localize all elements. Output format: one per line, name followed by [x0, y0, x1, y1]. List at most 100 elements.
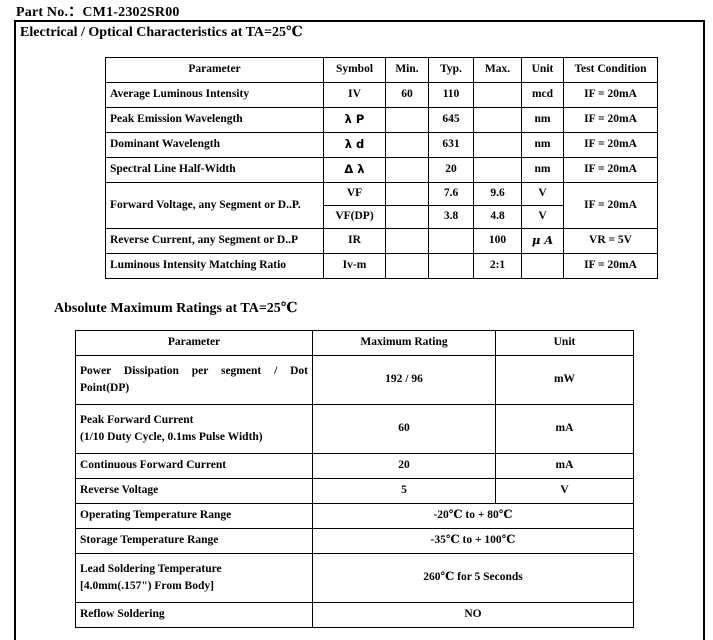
cell-unit: mA: [495, 453, 634, 479]
section-title-absolute-maximum-ratings: Absolute Maximum Ratings at TA=25℃: [54, 301, 298, 316]
cell-parameter: Dominant Wavelength: [105, 132, 324, 158]
cell-unit: μ A: [521, 228, 564, 254]
cell-parameter: Spectral Line Half-Width: [105, 157, 324, 183]
column-header-unit: Unit: [495, 330, 634, 356]
cell-typ: 7.6: [428, 182, 474, 206]
cell-unit: mW: [495, 355, 634, 405]
table-row: Average Luminous Intensity IV 60 110 mcd…: [105, 82, 658, 108]
cell-unit: nm: [521, 157, 564, 183]
table-row: Luminous Intensity Matching Ratio Iv-m 2…: [105, 253, 658, 279]
table-row: Reverse Current, any Segment or D..P IR …: [105, 228, 658, 254]
table-row: Spectral Line Half-Width Δ λ 20 nm IF = …: [105, 157, 658, 183]
column-header-symbol: Symbol: [323, 57, 386, 83]
cell-min: [385, 205, 429, 229]
column-header-max: Max.: [473, 57, 522, 83]
cell-maximum-rating: 192 / 96: [312, 355, 496, 405]
table-row: Power Dissipation per segment / Dot Poin…: [75, 355, 634, 405]
column-header-parameter: Parameter: [75, 330, 313, 356]
cell-parameter-line2: [4.0mm(.157") From Body]: [80, 580, 214, 592]
column-header-maximum-rating: Maximum Rating: [312, 330, 496, 356]
cell-parameter: Forward Voltage, any Segment or D..P.: [105, 182, 324, 229]
cell-symbol: VF(DP): [323, 205, 386, 229]
cell-test-condition: IF = 20mA: [563, 107, 658, 133]
cell-typ: 3.8: [428, 205, 474, 229]
table-row: Reflow Soldering NO: [75, 602, 634, 628]
cell-parameter: Reverse Voltage: [75, 478, 313, 504]
cell-min: [385, 182, 429, 206]
column-header-unit: Unit: [521, 57, 564, 83]
cell-parameter: Operating Temperature Range: [75, 503, 313, 529]
cell-symbol: λ d: [323, 132, 386, 158]
cell-max: 100: [473, 228, 522, 254]
cell-parameter: Peak Forward Current (1/10 Duty Cycle, 0…: [75, 404, 313, 454]
cell-symbol: IV: [323, 82, 386, 108]
cell-typ: [428, 253, 474, 279]
cell-typ: 645: [428, 107, 474, 133]
cell-symbol: Δ λ: [323, 157, 386, 183]
column-header-test-condition: Test Condition: [563, 57, 658, 83]
cell-max: 9.6: [473, 182, 522, 206]
table-row: Continuous Forward Current 20 mA: [75, 453, 634, 479]
cell-max: 2:1: [473, 253, 522, 279]
cell-symbol: Iv-m: [323, 253, 386, 279]
cell-parameter: Lead Soldering Temperature [4.0mm(.157")…: [75, 553, 313, 603]
cell-maximum-rating: -20℃ to + 80℃: [312, 503, 634, 529]
cell-maximum-rating: 60: [312, 404, 496, 454]
cell-maximum-rating: -35℃ to + 100℃: [312, 528, 634, 554]
cell-max: [473, 82, 522, 108]
cell-maximum-rating: NO: [312, 602, 634, 628]
cell-max: [473, 132, 522, 158]
cell-parameter: Luminous Intensity Matching Ratio: [105, 253, 324, 279]
cell-test-condition: IF = 20mA: [563, 82, 658, 108]
cell-symbol: VF: [323, 182, 386, 206]
cell-test-condition: IF = 20mA: [563, 157, 658, 183]
table-row: Dominant Wavelength λ d 631 nm IF = 20mA: [105, 132, 658, 158]
column-header-typ: Typ.: [428, 57, 474, 83]
electrical-optical-table: Parameter Symbol Min. Typ. Max. Unit Tes…: [105, 57, 658, 279]
cell-test-condition: IF = 20mA: [563, 182, 658, 229]
cell-min: [385, 132, 429, 158]
cell-min: [385, 228, 429, 254]
cell-symbol: λ P: [323, 107, 386, 133]
part-number-label: Part No.: [16, 5, 69, 20]
cell-unit: V: [521, 205, 564, 229]
cell-max: 4.8: [473, 205, 522, 229]
cell-unit: [521, 253, 564, 279]
cell-unit: nm: [521, 107, 564, 133]
cell-parameter: Storage Temperature Range: [75, 528, 313, 554]
table-row: Operating Temperature Range -20℃ to + 80…: [75, 503, 634, 529]
cell-max: [473, 107, 522, 133]
cell-min: [385, 253, 429, 279]
section-title-electrical-optical: Electrical / Optical Characteristics at …: [20, 25, 303, 40]
part-number-colon: ：: [68, 5, 83, 20]
cell-parameter-line1: Power Dissipation per segment / Dot: [80, 365, 308, 378]
datasheet-page: Part No.：CM1-2302SR00 Electrical / Optic…: [14, 1, 705, 640]
table-row: Peak Emission Wavelength λ P 645 nm IF =…: [105, 107, 658, 133]
part-number-line: Part No.：CM1-2302SR00: [16, 1, 180, 21]
cell-min: [385, 107, 429, 133]
column-header-min: Min.: [385, 57, 429, 83]
cell-min: 60: [385, 82, 429, 108]
table-row: Reverse Voltage 5 V: [75, 478, 634, 504]
cell-max: [473, 157, 522, 183]
cell-parameter-line1: Lead Soldering Temperature: [80, 563, 222, 576]
cell-maximum-rating: 20: [312, 453, 496, 479]
cell-parameter: Reflow Soldering: [75, 602, 313, 628]
cell-unit: V: [495, 478, 634, 504]
cell-maximum-rating: 260℃ for 5 Seconds: [312, 553, 634, 603]
cell-parameter-line2: Point(DP): [80, 382, 130, 394]
column-header-parameter: Parameter: [105, 57, 324, 83]
cell-unit: mcd: [521, 82, 564, 108]
cell-typ: 110: [428, 82, 474, 108]
cell-test-condition: IF = 20mA: [563, 253, 658, 279]
cell-parameter-line1: Peak Forward Current: [80, 414, 194, 427]
cell-maximum-rating: 5: [312, 478, 496, 504]
cell-unit: nm: [521, 132, 564, 158]
table-row: Storage Temperature Range -35℃ to + 100℃: [75, 528, 634, 554]
absolute-maximum-ratings-table: Parameter Maximum Rating Unit Power Diss…: [75, 330, 634, 628]
cell-test-condition: IF = 20mA: [563, 132, 658, 158]
table-row: Forward Voltage, any Segment or D..P. VF…: [105, 182, 658, 229]
part-number-value: CM1-2302SR00: [82, 5, 180, 20]
cell-test-condition: VR = 5V: [563, 228, 658, 254]
cell-unit: mA: [495, 404, 634, 454]
